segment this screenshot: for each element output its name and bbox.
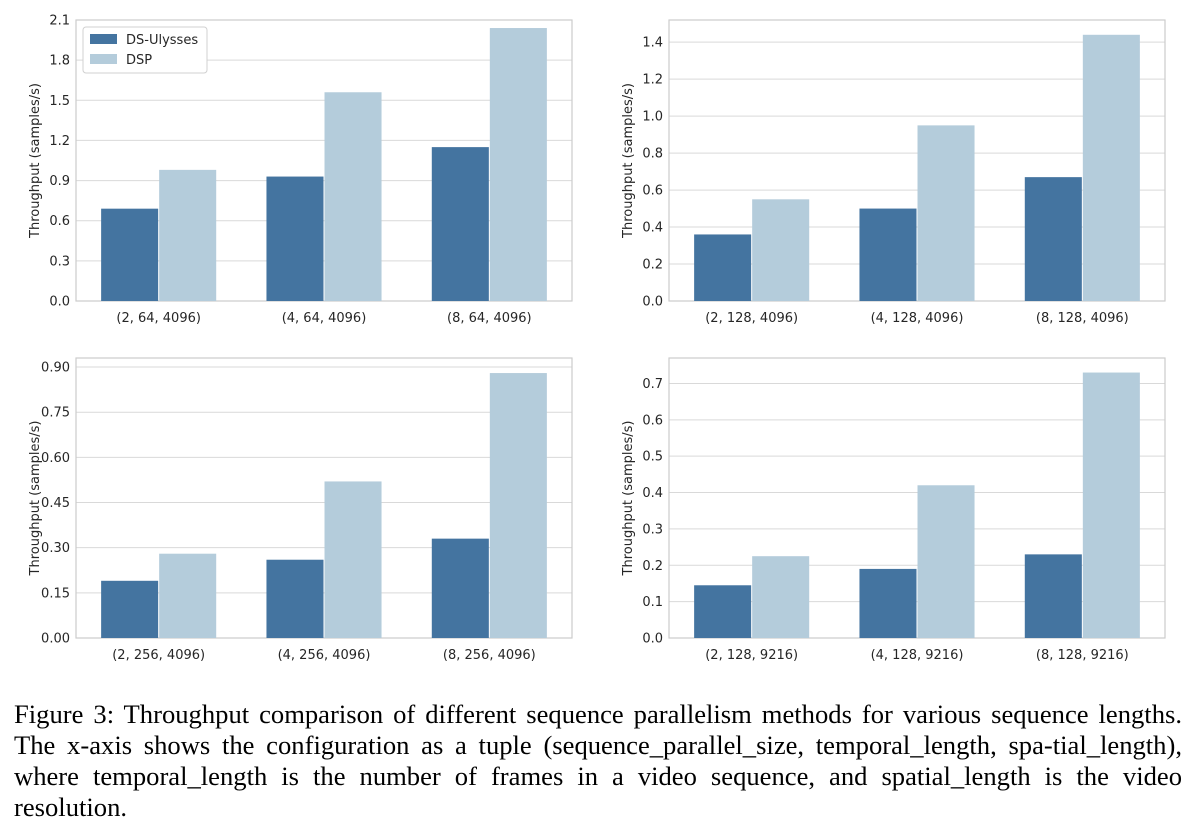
y-tick-label: 0.60 xyxy=(41,451,70,466)
bar-ds-ulysses xyxy=(431,538,489,638)
chart-svg-1: 0.0 0.3 0.6 0.9 1.2 1.5 1.8 2.1 (2, 64, 4096) (4,… xyxy=(28,14,573,326)
bar-ds-ulysses xyxy=(859,568,917,638)
y-tick-label: 0.2 xyxy=(642,258,663,273)
x-tick-label: (4, 256, 4096) xyxy=(278,648,371,663)
y-tick-label: 0.75 xyxy=(41,406,70,421)
y-tick-label: 0.2 xyxy=(642,559,663,574)
bar-ds-ulysses xyxy=(1024,177,1082,301)
figure-caption: Figure 3: Throughput comparison of diffe… xyxy=(14,699,1182,822)
bar-ds-ulysses xyxy=(1024,554,1082,638)
y-tick-label: 0.90 xyxy=(41,361,70,376)
bar-dsp xyxy=(917,485,975,638)
x-tick-label: (8, 128, 4096) xyxy=(1036,311,1129,326)
y-tick-label: 0.1 xyxy=(642,595,663,610)
legend-swatch xyxy=(90,34,117,44)
x-tick-label: (2, 128, 9216) xyxy=(705,648,798,663)
y-tick-label: 0.3 xyxy=(49,254,70,269)
y-tick-label: 0.0 xyxy=(49,295,70,310)
x-tick-label: (2, 128, 4096) xyxy=(705,311,798,326)
y-tick-label: 0.00 xyxy=(41,632,70,647)
legend-label: DS-Ulysses xyxy=(126,33,198,48)
bar-ds-ulysses xyxy=(266,559,324,638)
bar-ds-ulysses xyxy=(101,580,159,638)
y-tick-label: 1.2 xyxy=(49,134,70,149)
y-tick-label: 0.4 xyxy=(642,486,663,501)
bar-ds-ulysses xyxy=(101,208,159,301)
y-tick-label: 0.0 xyxy=(642,295,663,310)
chart-svg-4: 0.0 0.1 0.2 0.3 0.4 0.5 0.6 0.7 (2, 128, 9216) (4… xyxy=(621,357,1166,663)
x-tick-label: (4, 128, 4096) xyxy=(871,311,964,326)
plot-frame xyxy=(668,19,1166,302)
bar-dsp xyxy=(324,481,382,638)
bar-dsp xyxy=(1082,34,1140,301)
bar-dsp xyxy=(752,556,810,638)
y-tick-label: 1.5 xyxy=(49,94,70,109)
y-tick-label: 1.4 xyxy=(642,36,663,51)
y-axis-label: Throughput (samples/s) xyxy=(621,83,636,239)
y-tick-label: 0.0 xyxy=(642,632,663,647)
y-axis-label: Throughput (samples/s) xyxy=(621,421,636,577)
y-tick-label: 0.5 xyxy=(642,450,663,465)
y-tick-label: 0.45 xyxy=(41,496,70,511)
y-tick-label: 0.6 xyxy=(49,214,70,229)
y-tick-label: 1.8 xyxy=(49,54,70,69)
y-tick-label: 0.30 xyxy=(41,541,70,556)
chart-panel-4: 0.0 0.1 0.2 0.3 0.4 0.5 0.6 0.7 (2, 128, 9216) (4… xyxy=(600,340,1194,680)
plot-frame xyxy=(75,357,573,639)
y-tick-label: 0.15 xyxy=(41,586,70,601)
y-tick-label: 0.3 xyxy=(642,522,663,537)
x-tick-label: (4, 64, 4096) xyxy=(282,311,367,326)
y-tick-label: 1.2 xyxy=(642,73,663,88)
x-tick-label: (8, 64, 4096) xyxy=(447,311,532,326)
bar-dsp xyxy=(752,199,810,301)
y-tick-label: 2.1 xyxy=(49,14,70,29)
bar-ds-ulysses xyxy=(694,234,752,301)
bar-dsp xyxy=(489,373,547,638)
y-tick-label: 0.4 xyxy=(642,221,663,236)
bar-dsp xyxy=(159,169,217,301)
chart-panel-2: 0.0 0.2 0.4 0.6 0.8 1.0 1.2 1.4 (2, 128, 4096) (4… xyxy=(600,0,1194,340)
bar-ds-ulysses xyxy=(694,585,752,638)
bar-dsp xyxy=(324,92,382,301)
x-tick-label: (2, 256, 4096) xyxy=(112,648,205,663)
chart-panel-3: 0.00 0.15 0.30 0.45 0.60 0.75 0.90 (2, 256, 409… xyxy=(0,340,600,680)
chart-panel-1: 0.0 0.3 0.6 0.9 1.2 1.5 1.8 2.1 (2, 64, 4096) (4,… xyxy=(0,0,600,340)
x-tick-label: (8, 256, 4096) xyxy=(443,648,536,663)
y-axis-label: Throughput (samples/s) xyxy=(28,83,43,239)
x-tick-label: (4, 128, 9216) xyxy=(871,648,964,663)
plot-frame xyxy=(75,19,573,302)
plot-frame xyxy=(668,357,1166,639)
y-axis-label: Throughput (samples/s) xyxy=(28,421,43,577)
legend: DS-Ulysses DSP xyxy=(82,26,208,74)
y-tick-label: 0.9 xyxy=(49,174,70,189)
bar-ds-ulysses xyxy=(431,147,489,301)
bar-dsp xyxy=(1082,372,1140,638)
bar-dsp xyxy=(489,28,547,302)
chart-svg-3: 0.00 0.15 0.30 0.45 0.60 0.75 0.90 (2, 256, 409… xyxy=(28,357,573,663)
chart-svg-2: 0.0 0.2 0.4 0.6 0.8 1.0 1.2 1.4 (2, 128, 4096) (4… xyxy=(621,19,1166,326)
y-tick-label: 0.6 xyxy=(642,184,663,199)
legend-label: DSP xyxy=(126,53,152,68)
y-tick-label: 0.6 xyxy=(642,413,663,428)
bar-dsp xyxy=(159,553,217,638)
x-tick-label: (8, 128, 9216) xyxy=(1036,648,1129,663)
y-tick-label: 0.7 xyxy=(642,377,663,392)
y-tick-label: 1.0 xyxy=(642,110,663,125)
bar-ds-ulysses xyxy=(266,176,324,301)
bar-dsp xyxy=(917,125,975,301)
y-tick-label: 0.8 xyxy=(642,147,663,162)
legend-swatch xyxy=(90,54,117,64)
bar-ds-ulysses xyxy=(859,208,917,301)
x-tick-label: (2, 64, 4096) xyxy=(116,311,201,326)
